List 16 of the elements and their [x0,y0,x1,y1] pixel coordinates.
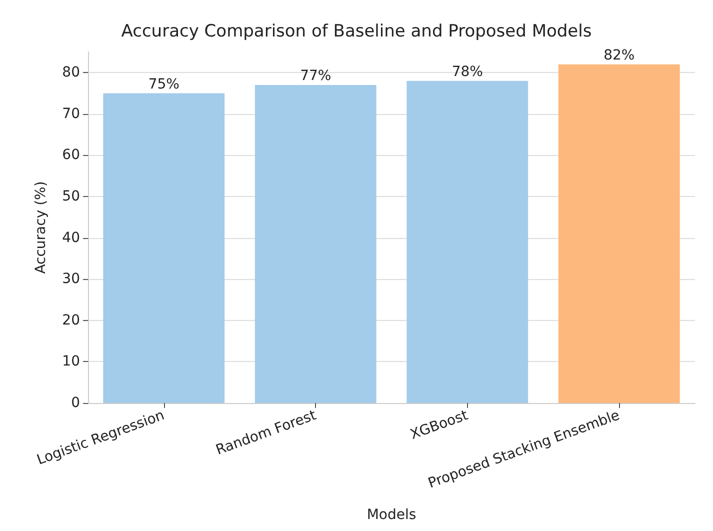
y-tick-label: 30 [62,271,80,288]
y-tick-label: 80 [62,64,80,81]
y-axis-title: Accuracy (%) [33,181,49,274]
chart-title: Accuracy Comparison of Baseline and Proposed Models [121,22,592,42]
y-tick-label: 60 [62,147,80,164]
x-axis-title: Models [366,507,416,523]
y-tick-label: 50 [62,188,80,205]
data-label: 82% [604,47,635,64]
data-label: 75% [148,76,180,92]
y-tick-label: 40 [62,230,80,246]
data-label: 78% [452,64,483,80]
data-label: 77% [300,68,332,84]
y-tick-label: 10 [62,354,80,370]
y-tick-label: 0 [71,395,80,411]
y-tick-label: 70 [62,106,80,122]
y-tick-label: 20 [62,312,80,328]
